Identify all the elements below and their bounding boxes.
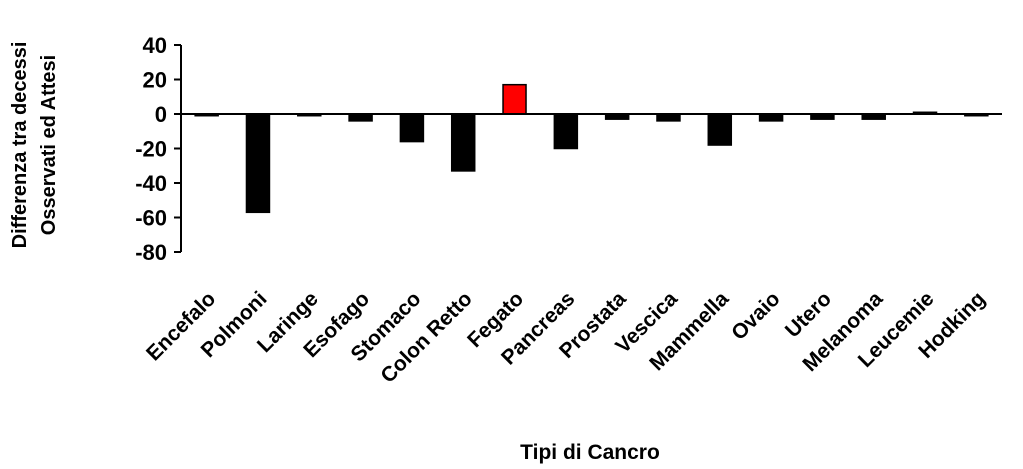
y-tick-label: -60 [135, 206, 167, 231]
y-tick-label: -40 [135, 171, 167, 196]
bar-esofago [348, 113, 373, 122]
bars [194, 83, 989, 214]
y-tick-label: 0 [155, 102, 167, 127]
bar-pancreas [553, 113, 579, 150]
y-tick-label: 40 [143, 33, 167, 58]
x-axis-title: Tipi di Cancro [520, 441, 660, 464]
y-axis: 40 20 0 -20 -40 -60 -80 [135, 33, 182, 265]
y-axis-title-line: Differenza tra decessi [9, 42, 31, 249]
bar-mammella [707, 113, 733, 146]
y-tick-label: -80 [135, 240, 167, 265]
bar-colon-retto [450, 113, 476, 172]
x-tick-label: Ovaio [727, 287, 785, 345]
bar-fegato [502, 83, 527, 115]
y-tick-label: -20 [135, 137, 167, 162]
bar-stomaco [399, 113, 425, 143]
y-axis-title: Differenza tra decessi Osservati ed Attes… [9, 42, 60, 249]
bar-ovaio [758, 113, 784, 122]
x-tick-labels: EncefaloPolmoniLaringeEsofagoStomacoColo… [142, 287, 990, 388]
bar-vescica [656, 113, 681, 122]
y-tick-label: 20 [143, 68, 167, 93]
bar-polmoni [245, 113, 271, 214]
y-axis-title-line: Osservati ed Attesi [38, 55, 60, 235]
